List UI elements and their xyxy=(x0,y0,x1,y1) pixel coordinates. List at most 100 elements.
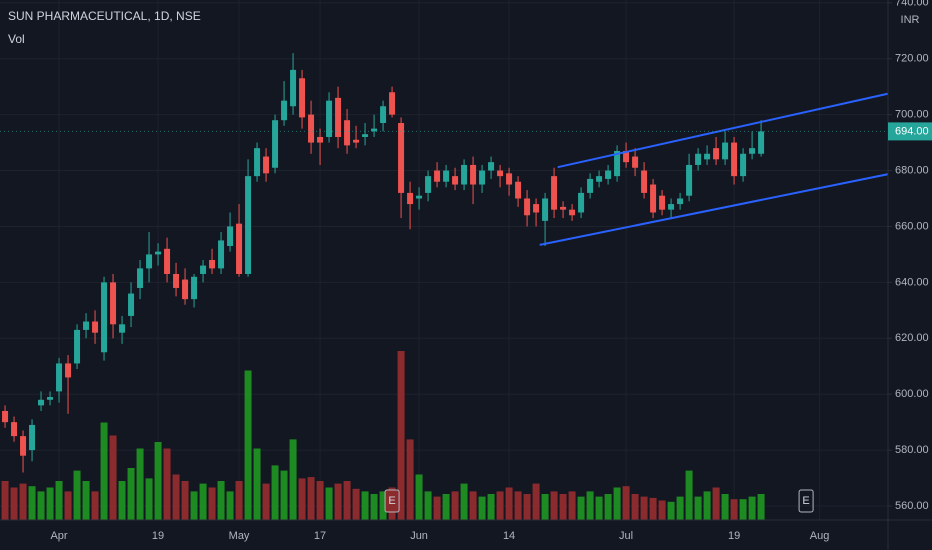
volume-bar xyxy=(613,487,621,520)
candle-body xyxy=(2,410,9,423)
volume-bar xyxy=(496,491,504,520)
volume-bar xyxy=(208,487,216,520)
volume-bar xyxy=(298,478,306,520)
candle-body xyxy=(470,164,477,185)
volume-bar xyxy=(19,483,27,520)
candle-body xyxy=(101,282,108,353)
volume-bar xyxy=(469,491,477,520)
volume-bar xyxy=(667,501,675,520)
volume-bar xyxy=(46,487,54,520)
event-marker xyxy=(798,489,814,513)
volume-bar xyxy=(604,494,612,520)
candle-body xyxy=(542,198,549,221)
event-label: E xyxy=(802,495,809,507)
candle-body xyxy=(128,293,135,316)
volume-bar xyxy=(676,496,684,520)
volume-bar xyxy=(721,494,729,520)
x-tick-label: Jul xyxy=(619,530,633,542)
volume-bar xyxy=(217,481,225,520)
volume-bar xyxy=(523,494,531,520)
candle-body xyxy=(416,195,423,199)
candle-body xyxy=(56,363,63,392)
x-tick-label: Aug xyxy=(810,530,830,542)
volume-bar xyxy=(622,486,630,520)
x-tick-label: Jun xyxy=(410,530,428,542)
volume-bar xyxy=(514,491,522,520)
last-price-badge xyxy=(888,122,932,141)
volume-bar xyxy=(37,491,45,520)
volume-bar xyxy=(343,481,351,520)
candle-body xyxy=(74,329,81,364)
candle-body xyxy=(38,399,45,406)
volume-bar xyxy=(325,487,333,520)
candle-body xyxy=(299,78,306,118)
volume-bar xyxy=(505,487,513,520)
volume-bar xyxy=(415,474,423,520)
volume-bar xyxy=(154,442,162,520)
candle-body xyxy=(533,204,540,213)
y-tick-label: 720.00 xyxy=(895,53,929,65)
volume-bar xyxy=(685,470,693,520)
y-tick-label: 640.00 xyxy=(895,276,929,288)
candle-body xyxy=(524,198,531,216)
volume-bar xyxy=(181,481,189,520)
candle-body xyxy=(713,148,720,160)
volume-bar xyxy=(10,487,18,520)
candle-body xyxy=(155,251,162,255)
volume-bar xyxy=(478,496,486,520)
candle-body xyxy=(47,396,54,400)
candle-body xyxy=(227,226,234,247)
candle-body xyxy=(506,173,513,185)
volume-bar xyxy=(145,478,153,520)
candle-body xyxy=(650,184,657,213)
candle-body xyxy=(182,279,189,300)
volume-bar xyxy=(82,481,90,520)
candle-body xyxy=(407,192,414,205)
candle-body xyxy=(281,100,288,121)
candle-body xyxy=(65,363,72,378)
candle-body xyxy=(623,150,630,163)
candle-body xyxy=(119,324,126,333)
candle-body xyxy=(596,176,603,182)
candle-body xyxy=(362,134,369,137)
volume-bar xyxy=(748,496,756,520)
candle-body xyxy=(263,156,270,174)
volume-bar xyxy=(244,370,252,520)
candle-body xyxy=(218,240,225,269)
y-tick-label: 620.00 xyxy=(895,332,929,344)
candle-body xyxy=(749,148,756,154)
volume-bar xyxy=(172,474,180,520)
candle-body xyxy=(434,170,441,182)
trend-line xyxy=(539,173,888,246)
candle-body xyxy=(272,120,279,168)
candle-body xyxy=(380,106,387,124)
candle-body xyxy=(578,192,585,213)
event-marker xyxy=(384,489,400,513)
y-tick-label: 700.00 xyxy=(895,109,929,121)
volume-bar xyxy=(559,494,567,520)
candle-body xyxy=(551,176,558,210)
volume-bar xyxy=(352,488,360,520)
candle-body xyxy=(245,176,252,274)
volume-bar xyxy=(235,481,243,520)
volume-bar xyxy=(433,496,441,520)
candle-body xyxy=(398,123,405,193)
trend-line xyxy=(557,92,888,169)
volume-bar xyxy=(640,496,648,520)
candle-body xyxy=(209,260,216,269)
last-price-label: 694.00 xyxy=(895,125,929,137)
volume-bar xyxy=(91,491,99,520)
candle-layer xyxy=(2,53,765,473)
candle-body xyxy=(353,139,360,143)
volume-bar xyxy=(334,483,342,520)
event-label: E xyxy=(388,495,395,507)
candle-body xyxy=(740,153,747,177)
volume-bar xyxy=(442,494,450,520)
candle-body xyxy=(704,153,711,160)
volume-bar xyxy=(550,491,558,520)
candle-body xyxy=(92,321,99,333)
candle-body xyxy=(236,223,243,274)
candle-body xyxy=(614,150,621,177)
volume-bar xyxy=(163,448,171,520)
volume-bar xyxy=(406,439,414,520)
